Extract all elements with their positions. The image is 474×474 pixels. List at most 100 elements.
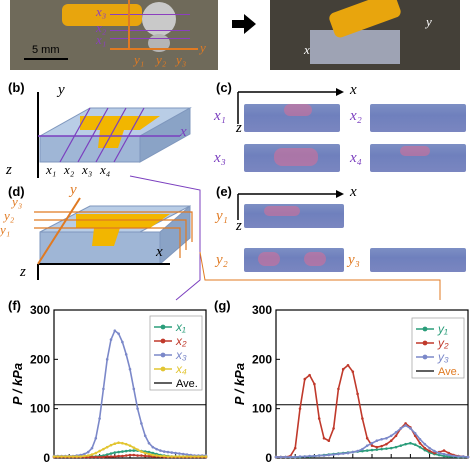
data-point (117, 441, 120, 445)
c-strip-x1 (244, 104, 340, 132)
data-point (274, 455, 278, 459)
data-point (121, 450, 124, 453)
data-point (341, 367, 345, 371)
data-point (113, 329, 117, 333)
data-point (136, 454, 139, 457)
photo-a-right: y x (270, 0, 460, 70)
data-point (124, 449, 128, 453)
data-point (71, 455, 75, 458)
data-point (317, 454, 321, 457)
data-point (433, 449, 436, 453)
data-point (117, 454, 120, 458)
c-axis-x: x (350, 82, 357, 98)
data-point (351, 370, 355, 373)
data-point (447, 451, 451, 455)
data-point (109, 455, 113, 458)
data-point (151, 445, 155, 449)
data-point (86, 454, 90, 457)
data-point (181, 452, 185, 456)
data-point (332, 453, 335, 456)
data-point (98, 455, 101, 459)
scale-label: 5 mm (32, 44, 60, 56)
arrow-icon (232, 14, 256, 39)
data-point (113, 451, 117, 454)
data-point (155, 454, 158, 457)
panel-e-label: (e) (216, 184, 232, 199)
data-point (132, 446, 136, 449)
legend-label: x₂ (175, 334, 187, 348)
data-point (413, 432, 417, 435)
e-axis-x: x (350, 184, 357, 200)
data-point (418, 441, 422, 445)
data-point (327, 439, 331, 443)
data-point (380, 437, 383, 441)
data-point (124, 454, 128, 457)
data-point (162, 454, 166, 458)
data-point (147, 441, 151, 445)
data-point (404, 422, 407, 425)
data-point (457, 455, 460, 458)
y-tick-label: 0 (265, 451, 272, 465)
data-point (132, 387, 136, 391)
data-point (147, 452, 151, 456)
data-point (394, 445, 398, 449)
b-section-x3: x₃ (82, 162, 93, 177)
data-point (293, 455, 297, 459)
data-point (385, 442, 388, 446)
data-point (128, 444, 132, 447)
data-point (159, 454, 162, 458)
data-point (136, 448, 139, 451)
data-point (56, 455, 60, 458)
data-point (170, 455, 174, 458)
data-point (185, 453, 189, 456)
data-point (466, 455, 470, 459)
data-point (322, 436, 326, 440)
data-point (90, 455, 94, 459)
data-point (105, 455, 109, 458)
section-x2-line (110, 30, 190, 31)
b-section-x4: x₄ (100, 162, 111, 177)
section-x3-line (110, 14, 190, 15)
c-strip-label-x4: x₄ (350, 150, 362, 166)
data-point (128, 449, 132, 452)
e-strip-y3 (370, 248, 466, 272)
data-point (178, 455, 181, 458)
data-point (303, 377, 307, 381)
d-axis-y: y (70, 182, 77, 198)
e-axis-z: z (236, 218, 242, 234)
data-point (346, 363, 350, 367)
x-axis-line (110, 48, 198, 50)
data-point (365, 449, 369, 452)
y-tick-label: 100 (252, 402, 272, 416)
data-point (140, 422, 143, 425)
data-point (332, 427, 335, 430)
legend-marker (160, 324, 166, 330)
panel-c-label: (c) (216, 80, 232, 95)
data-point (151, 451, 155, 455)
data-point (197, 455, 200, 458)
yellow-stamp (62, 4, 142, 26)
c-axes-icon (236, 88, 346, 133)
legend-marker (160, 338, 166, 344)
data-point (90, 453, 94, 456)
data-point (132, 453, 136, 457)
y-tick-label: 100 (30, 402, 50, 416)
y-axis-line (128, 0, 130, 50)
data-point (409, 427, 412, 430)
data-point (174, 451, 177, 455)
data-point (105, 453, 109, 456)
data-point (423, 442, 427, 446)
data-point (60, 455, 63, 458)
section-x1-line (110, 38, 190, 39)
panel-d-diagram: y x z y₃ y₂ y₁ (0, 182, 210, 280)
data-point (385, 436, 388, 440)
data-point (394, 431, 398, 434)
data-point (102, 455, 105, 459)
panel-g-label: (g) (214, 298, 231, 313)
b-axis-y: y (58, 82, 65, 98)
data-point (113, 455, 117, 458)
y-tick-label: 300 (30, 303, 50, 317)
c-strip-x2 (370, 104, 466, 132)
